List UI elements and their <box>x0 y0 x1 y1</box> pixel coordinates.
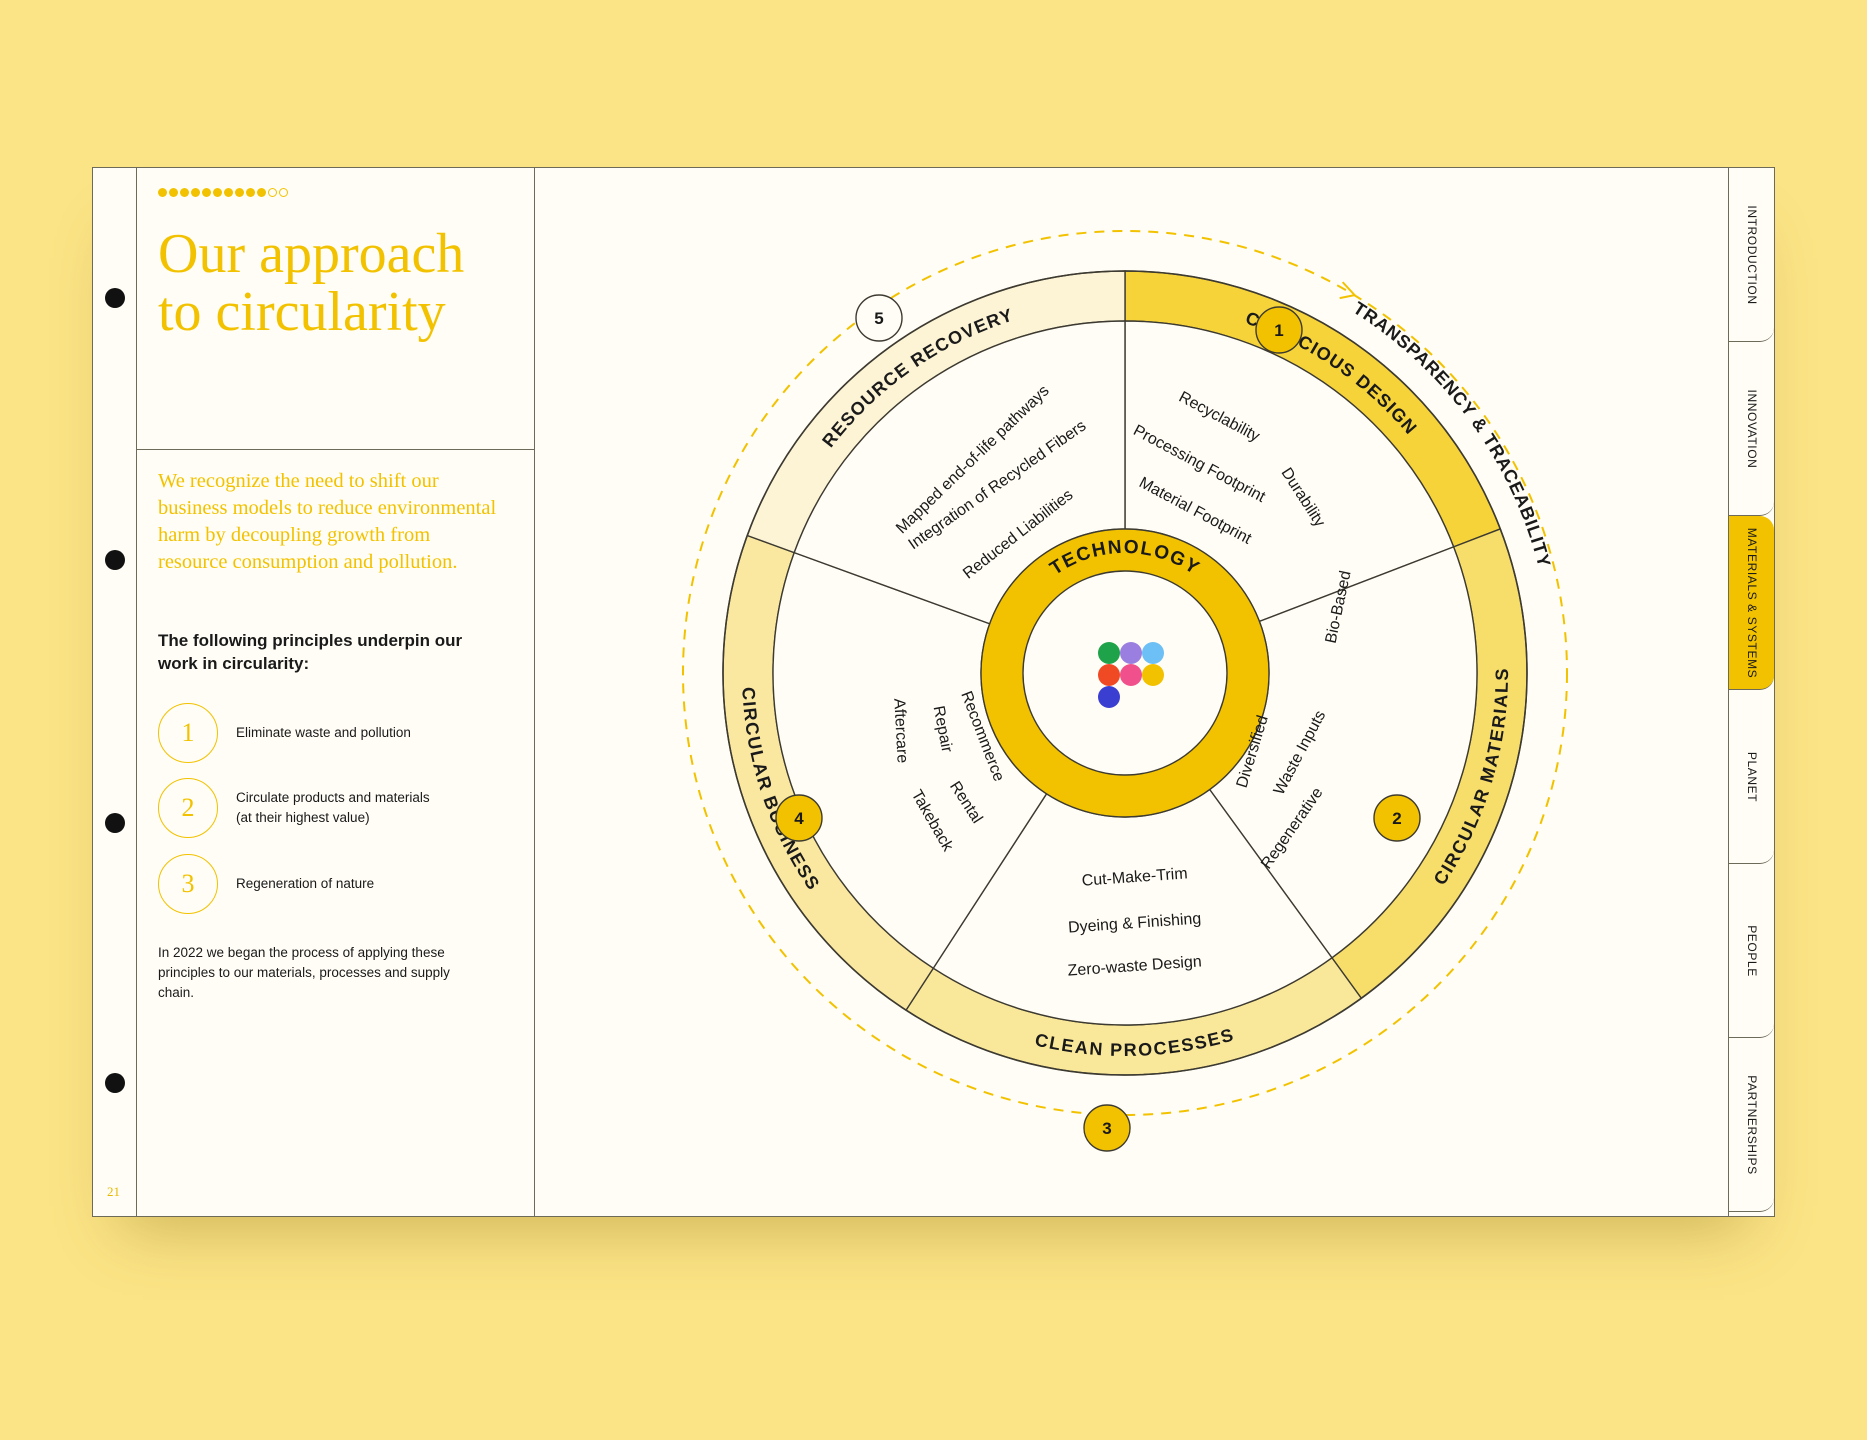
progress-dot-filled <box>180 188 189 197</box>
sector-number-badge <box>855 294 903 342</box>
tab-label: INNOVATION <box>1744 389 1759 468</box>
principle-item: 1 Eliminate waste and pollution <box>158 703 518 767</box>
principle-text: Eliminate waste and pollution <box>236 725 411 740</box>
closing-paragraph: In 2022 we began the process of applying… <box>158 945 450 1000</box>
sector-item-label: Aftercare <box>890 698 910 764</box>
tab-label: PARTNERSHIPS <box>1744 1074 1759 1175</box>
logo-dot-icon <box>1098 686 1120 708</box>
logo-dot-icon <box>1098 642 1120 664</box>
text-column: Our approach to circularity We recognize… <box>137 168 535 1216</box>
principles-heading: The following principles underpin our wo… <box>158 631 463 673</box>
binder-hole <box>105 550 125 570</box>
principle-text: Regeneration of nature <box>236 876 375 891</box>
tab-people[interactable]: PEOPLE <box>1729 864 1774 1038</box>
sector-number-badge <box>775 794 823 842</box>
progress-dot-filled <box>202 188 211 197</box>
principle-item: 3 Regeneration of nature <box>158 854 518 918</box>
logo-dot-icon <box>1142 664 1164 686</box>
tab-partnerships[interactable]: PARTNERSHIPS <box>1729 1038 1774 1212</box>
tab-planet[interactable]: PLANET <box>1729 690 1774 864</box>
tab-label: MATERIALS & SYSTEMS <box>1744 527 1759 678</box>
progress-dot-filled <box>213 188 222 197</box>
binder-hole <box>105 288 125 308</box>
sector-number-badge <box>1373 794 1421 842</box>
intro-paragraph: We recognize the need to shift our busin… <box>158 470 497 573</box>
progress-dots <box>158 188 288 197</box>
progress-dot-filled <box>224 188 233 197</box>
progress-dot-filled <box>235 188 244 197</box>
principle-number: 1 <box>158 703 218 763</box>
logo-dot-icon <box>1142 642 1164 664</box>
tab-introduction[interactable]: INTRODUCTION <box>1729 168 1774 342</box>
arrow-icon <box>1339 281 1357 300</box>
tab-materials-systems[interactable]: MATERIALS & SYSTEMS <box>1729 516 1774 690</box>
logo-dot-icon <box>1120 642 1142 664</box>
principle-number: 3 <box>158 854 218 914</box>
sector-number: 2 <box>1392 809 1401 828</box>
page-title: Our approach to circularity <box>158 225 528 341</box>
principle-text: Circulate products and materials (at the… <box>236 788 430 828</box>
logo-dot-icon <box>1098 664 1120 686</box>
logo-dot-icon <box>1120 664 1142 686</box>
progress-dot-filled <box>158 188 167 197</box>
tab-label: INTRODUCTION <box>1744 204 1759 305</box>
sector-number-badge <box>1083 1104 1131 1152</box>
progress-dot-filled <box>169 188 178 197</box>
sector-number-badge <box>1255 306 1303 354</box>
progress-dot-filled <box>246 188 255 197</box>
wheel-outline <box>722 270 1528 1076</box>
tab-label: PEOPLE <box>1744 924 1759 977</box>
principle-text-line: Circulate products and materials <box>236 790 430 805</box>
principle-number: 2 <box>158 778 218 838</box>
sector-number: 1 <box>1274 321 1283 340</box>
principle-item: 2 Circulate products and materials (at t… <box>158 778 518 842</box>
binder-margin: 21 <box>93 168 137 1216</box>
progress-dot-empty <box>279 188 288 197</box>
progress-dot-empty <box>268 188 277 197</box>
page-number: 21 <box>107 1184 120 1199</box>
sector-number: 3 <box>1102 1119 1111 1138</box>
title-block: Our approach to circularity <box>137 168 534 450</box>
title-line-2: to circularity <box>158 281 446 343</box>
tab-innovation[interactable]: INNOVATION <box>1729 342 1774 516</box>
sector-number: 4 <box>794 809 804 828</box>
principle-text-line: (at their highest value) <box>236 810 370 825</box>
tab-label: PLANET <box>1744 751 1759 802</box>
binder-hole <box>105 1073 125 1093</box>
sector-number: 5 <box>874 309 883 328</box>
section-tabs: INTRODUCTION INNOVATION MATERIALS & SYSTEM… <box>1728 168 1774 1216</box>
progress-dot-filled <box>257 188 266 197</box>
report-page: 21 Our approach to circularity We recogn… <box>92 167 1775 1217</box>
dashed-cycle-ring <box>682 230 1568 1116</box>
progress-dot-filled <box>191 188 200 197</box>
binder-hole <box>105 813 125 833</box>
title-line-1: Our approach <box>158 223 465 285</box>
